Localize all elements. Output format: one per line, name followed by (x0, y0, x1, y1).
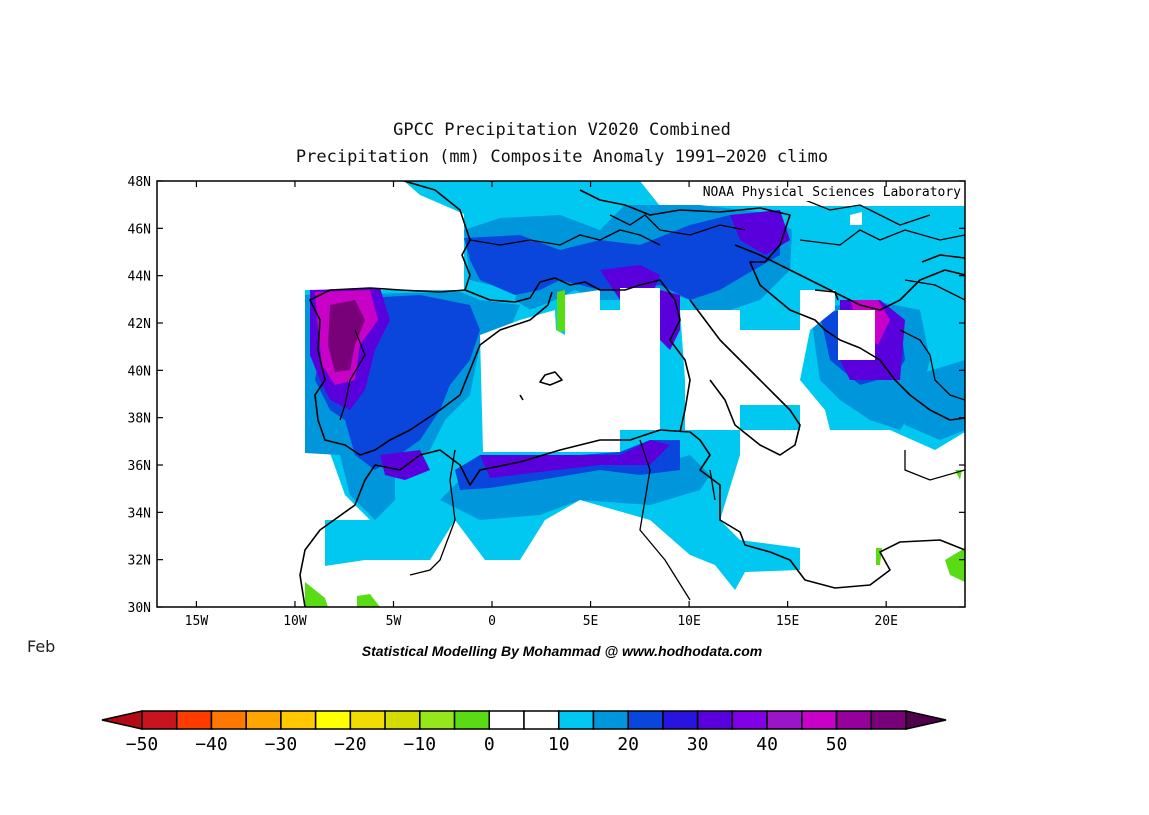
anomaly-region-50 (328, 300, 365, 372)
colorbar-label: 0 (484, 734, 495, 755)
colorbar-label: 30 (687, 734, 709, 755)
lon-tick-label: 15E (776, 614, 799, 629)
colorbar-swatch (141, 710, 178, 730)
colorbar-label: 20 (617, 734, 639, 755)
lon-tick-label: 10E (677, 614, 700, 629)
coastlines (299, 181, 965, 607)
colorbar-swatch (314, 710, 352, 730)
colorbar-swatch (419, 710, 456, 730)
zero-anomaly-areas (480, 212, 875, 452)
colorbar-swatch (557, 710, 595, 730)
colorbar-under-arrow (101, 710, 143, 730)
lat-tick-label: 30N (128, 601, 151, 616)
lon-tick-label: 5E (583, 614, 599, 629)
anomaly-region-minus10 (305, 290, 965, 607)
colorbar-swatch (662, 710, 699, 730)
colorbar-swatch (384, 710, 421, 730)
month-label: Feb (27, 637, 56, 656)
lat-tick-label: 44N (128, 270, 151, 285)
colorbar-label: −20 (334, 734, 367, 755)
colorbar-label: −50 (126, 734, 159, 755)
watermark-text: NOAA Physical Sciences Laboratory (703, 185, 961, 200)
lat-tick-label: 42N (128, 317, 151, 332)
colorbar-swatch (801, 710, 838, 730)
colorbar-swatch (870, 710, 907, 730)
lat-tick-label: 38N (128, 412, 151, 427)
lon-tick-label: 0 (488, 614, 496, 629)
colorbar-swatch (766, 710, 803, 730)
chart-subtitle: Precipitation (mm) Composite Anomaly 199… (295, 147, 829, 167)
chart-title: GPCC Precipitation V2020 Combined (393, 120, 731, 140)
credit-text: Statistical Modelling By Mohammad @ www.… (361, 643, 763, 659)
lon-tick-label: 15W (185, 614, 209, 629)
lat-tick-label: 32N (128, 554, 151, 569)
lat-tick-label: 36N (128, 459, 151, 474)
colorbar-swatch (523, 710, 560, 730)
colorbar-swatch (731, 710, 768, 730)
colorbar-swatch (245, 710, 282, 730)
colorbar-swatch (210, 710, 247, 730)
colorbar-label: −40 (195, 734, 228, 755)
colorbar-swatch (175, 710, 213, 730)
colorbar-label: −10 (404, 734, 437, 755)
colorbar: −50 −40 −30 −20 −10 0 10 20 30 40 50 (101, 710, 947, 755)
borders (339, 199, 965, 601)
colorbar-swatch (349, 710, 386, 730)
colorbar-label: −30 (265, 734, 298, 755)
lat-tick-label: 46N (128, 222, 151, 237)
colorbar-swatch (835, 710, 873, 730)
lon-tick-label: 20E (874, 614, 897, 629)
colorbar-swatch (453, 710, 491, 730)
colorbar-label: 10 (548, 734, 570, 755)
colorbar-swatch (696, 710, 734, 730)
colorbar-swatch (592, 710, 629, 730)
colorbar-label: 50 (826, 734, 848, 755)
plot-frame (156, 180, 966, 608)
lat-axis: 48N 46N 44N 42N 40N 38N 36N 34N 32N 30N (128, 175, 965, 616)
colorbar-swatch (488, 710, 525, 730)
lon-tick-label: 10W (283, 614, 307, 629)
lat-tick-label: 48N (128, 175, 151, 190)
lon-tick-label: 5W (386, 614, 402, 629)
lat-tick-label: 34N (128, 506, 151, 521)
lon-axis: 15W 10W 5W 0 5E 10E 15E 20E (185, 181, 898, 629)
lat-tick-label: 40N (128, 364, 151, 379)
colorbar-label: 40 (756, 734, 778, 755)
colorbar-over-arrow (905, 710, 947, 730)
colorbar-swatch (280, 710, 317, 730)
colorbar-swatch (627, 710, 664, 730)
